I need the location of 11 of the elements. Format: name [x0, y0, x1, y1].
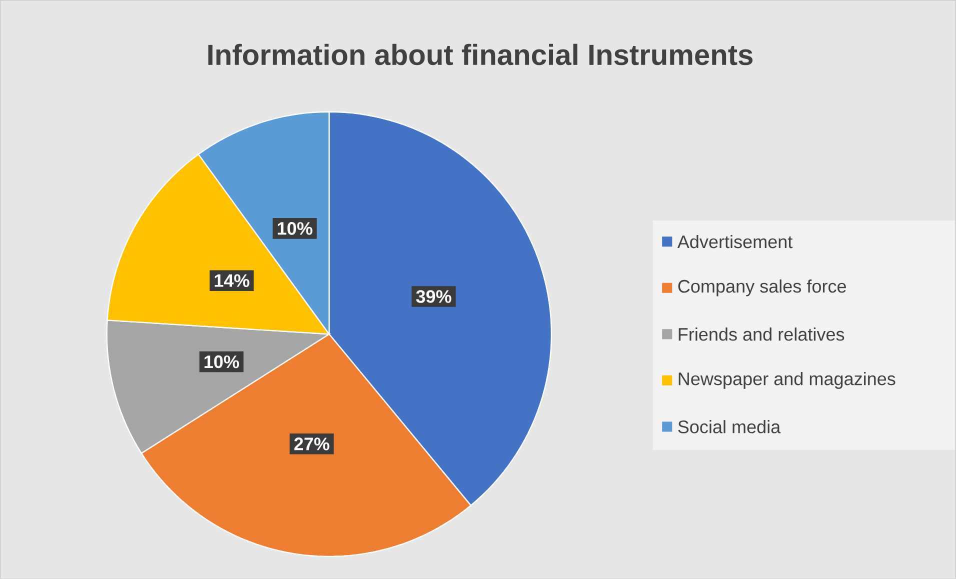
data-label: 10% — [204, 356, 240, 368]
legend-label: Social media — [678, 420, 781, 434]
data-label: 10% — [278, 222, 312, 235]
data-label: 27% — [294, 438, 330, 450]
legend-label: Friends and relatives — [678, 328, 844, 341]
legend-label: Newspaper and magazines — [678, 372, 896, 389]
data-label: 14% — [214, 274, 250, 288]
data-label: 39% — [416, 290, 452, 304]
legend-label: Company sales force — [678, 280, 846, 296]
legend-label: Advertisement — [677, 235, 793, 248]
chart-title: Information about financial Instruments — [208, 44, 753, 66]
